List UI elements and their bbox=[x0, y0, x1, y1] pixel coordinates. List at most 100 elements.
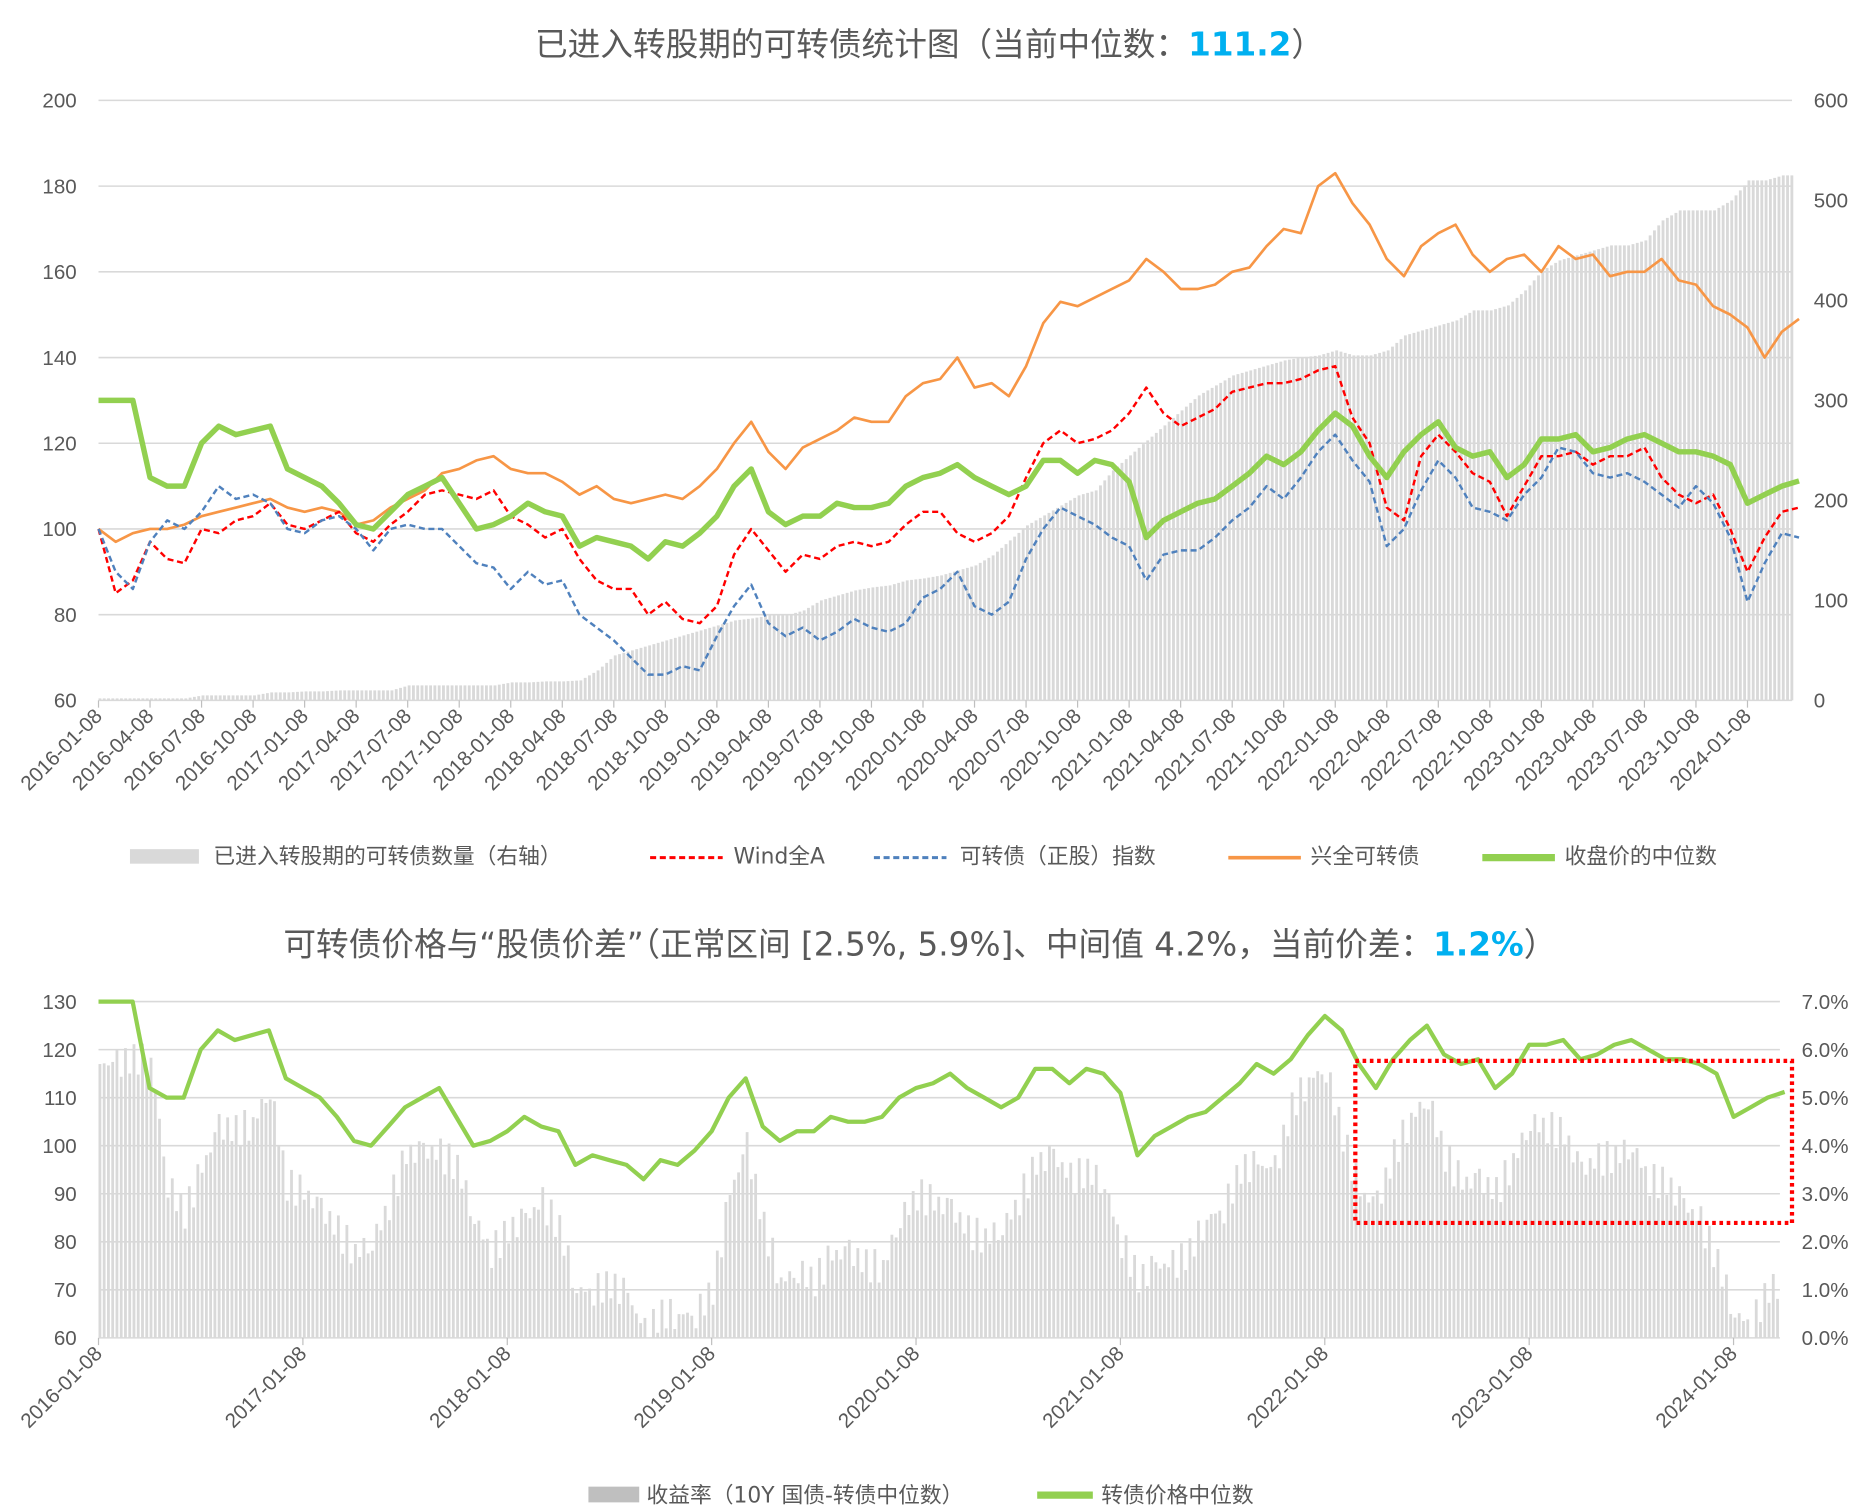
top-bar bbox=[734, 620, 737, 701]
top-y2-tick-label: 500 bbox=[1814, 190, 1848, 213]
top-bar bbox=[192, 696, 196, 701]
top-bar bbox=[175, 698, 179, 701]
bottom-x-tick-label: 2020-01-08 bbox=[834, 1342, 925, 1433]
top-bar bbox=[1266, 365, 1270, 701]
top-bar bbox=[407, 685, 411, 701]
top-bar bbox=[557, 681, 561, 701]
bottom-bar bbox=[941, 1214, 945, 1338]
top-bar bbox=[841, 594, 845, 701]
bottom-bar bbox=[1435, 1137, 1439, 1338]
top-bar bbox=[1781, 175, 1785, 701]
bottom-bar bbox=[473, 1223, 477, 1338]
bottom-bar bbox=[1669, 1177, 1673, 1338]
top-bar bbox=[1622, 245, 1626, 701]
top-bar bbox=[442, 685, 445, 701]
bottom-bar bbox=[975, 1217, 979, 1338]
top-bar bbox=[579, 680, 583, 701]
bottom-bar bbox=[749, 1179, 753, 1338]
top-bar bbox=[583, 677, 587, 701]
top-bar bbox=[1245, 371, 1248, 701]
bottom-bar bbox=[1733, 1317, 1737, 1338]
bottom-bar bbox=[1180, 1243, 1183, 1338]
bottom-bar bbox=[311, 1208, 315, 1338]
bottom-x-tick-label: 2024-01-08 bbox=[1651, 1342, 1742, 1433]
bottom-bar bbox=[694, 1328, 698, 1338]
top-bar bbox=[1288, 359, 1291, 701]
bottom-bar bbox=[622, 1277, 626, 1338]
top-y-tick-label: 100 bbox=[42, 518, 76, 541]
top-bar bbox=[476, 685, 480, 701]
bottom-bar bbox=[1444, 1171, 1447, 1338]
bottom-bar bbox=[1473, 1173, 1477, 1338]
top-bar bbox=[1210, 387, 1214, 701]
top-bar bbox=[1017, 532, 1021, 701]
bottom-bar bbox=[204, 1155, 208, 1338]
top-bar bbox=[1507, 305, 1510, 701]
top-bar bbox=[244, 695, 248, 701]
bottom-bar bbox=[549, 1199, 553, 1338]
top-bar bbox=[965, 567, 969, 701]
top-bar bbox=[755, 617, 759, 701]
top-bar bbox=[1528, 285, 1532, 701]
bottom-bar bbox=[1290, 1092, 1294, 1338]
top-bar bbox=[373, 690, 377, 701]
bottom-bar bbox=[1588, 1158, 1592, 1338]
top-bar bbox=[914, 579, 918, 701]
bottom-bar bbox=[196, 1164, 200, 1338]
top-bar bbox=[1657, 225, 1661, 701]
top-bar bbox=[132, 698, 136, 701]
bottom-bar bbox=[1260, 1165, 1264, 1338]
bottom-bar bbox=[430, 1146, 434, 1338]
top-bar bbox=[1163, 425, 1167, 701]
top-bar bbox=[304, 691, 308, 701]
top-bar bbox=[403, 686, 407, 701]
top-bar bbox=[1614, 245, 1618, 701]
top-bar bbox=[974, 565, 978, 701]
bottom-bar bbox=[187, 1186, 191, 1338]
top-bar bbox=[124, 698, 128, 701]
top-bar bbox=[351, 690, 355, 701]
bottom-bar bbox=[881, 1260, 885, 1338]
bottom-bar bbox=[234, 1115, 238, 1338]
bottom-bar bbox=[784, 1281, 787, 1338]
bottom-bar bbox=[984, 1228, 987, 1338]
top-bar bbox=[1257, 367, 1261, 701]
bottom-bar bbox=[609, 1298, 613, 1338]
top-bar bbox=[261, 693, 265, 701]
top-bar bbox=[1236, 374, 1240, 701]
bottom-bar bbox=[1490, 1199, 1494, 1338]
bottom-y-tick-label: 120 bbox=[42, 1039, 76, 1062]
top-bar bbox=[811, 605, 815, 701]
bottom-bar bbox=[1742, 1321, 1745, 1338]
legend-label-price-median: 转债价格中位数 bbox=[1101, 1483, 1254, 1506]
bottom-y2-tick-label: 4.0% bbox=[1802, 1135, 1849, 1158]
bottom-y2-tick-label: 7.0% bbox=[1802, 991, 1849, 1014]
bottom-bar bbox=[1465, 1176, 1469, 1338]
bottom-bar bbox=[1558, 1116, 1562, 1338]
top-bar bbox=[1215, 385, 1218, 701]
top-bar bbox=[253, 695, 256, 701]
top-y-tick-label: 80 bbox=[54, 604, 77, 627]
bottom-bar bbox=[1307, 1077, 1311, 1338]
top-bar bbox=[381, 690, 385, 701]
bottom-bar bbox=[490, 1267, 494, 1338]
top-bar bbox=[639, 647, 643, 701]
top-bar bbox=[446, 685, 450, 701]
top-bar bbox=[291, 692, 295, 701]
bottom-bar bbox=[1171, 1249, 1175, 1338]
top-bar bbox=[1558, 260, 1562, 701]
top-bar bbox=[1670, 215, 1674, 701]
bottom-bar bbox=[1120, 1258, 1124, 1338]
bottom-bar bbox=[762, 1211, 766, 1338]
top-bar bbox=[1373, 354, 1377, 701]
top-bar bbox=[910, 579, 913, 701]
bottom-bar bbox=[1452, 1186, 1456, 1338]
bottom-bar bbox=[353, 1243, 357, 1338]
top-bar bbox=[343, 690, 347, 701]
bottom-bar bbox=[341, 1253, 345, 1338]
bottom-bar bbox=[979, 1252, 983, 1338]
top-current-median-value: 111.2 bbox=[1188, 26, 1291, 64]
top-bar bbox=[1223, 380, 1227, 701]
bottom-x-tick-label: 2021-01-08 bbox=[1038, 1342, 1129, 1433]
bottom-bar bbox=[660, 1299, 664, 1338]
